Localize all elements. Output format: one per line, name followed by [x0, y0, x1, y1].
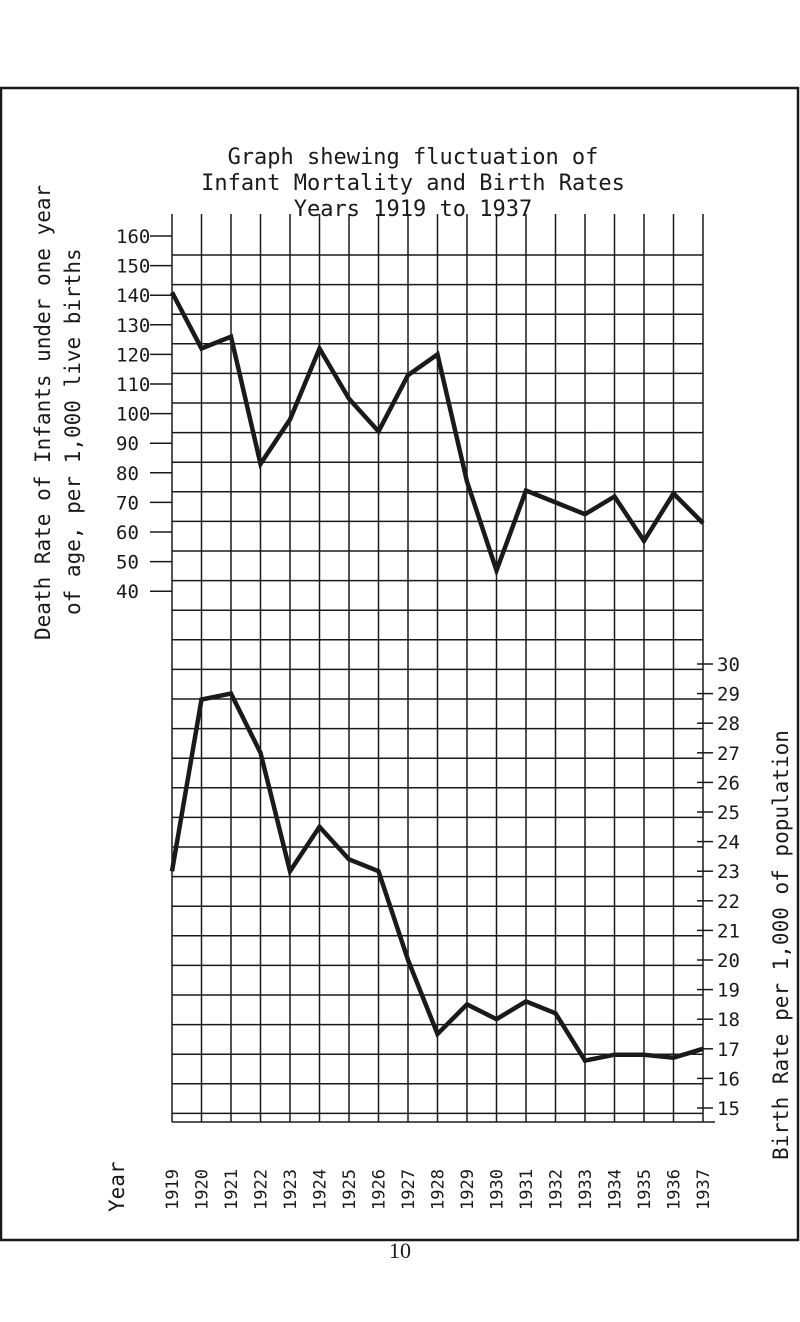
right-tick-label: 20: [717, 950, 740, 972]
right-tick-label: 21: [717, 920, 740, 942]
right-tick-label: 27: [717, 743, 740, 765]
left-axis-label-line-2: of age, per 1,000 live births: [61, 248, 85, 615]
right-tick-label: 29: [717, 684, 740, 706]
left-axis-label-line-1: Death Rate of Infants under one year: [31, 185, 55, 640]
left-tick-label: 140: [116, 285, 150, 307]
left-tick-label: 110: [116, 374, 150, 396]
left-tick-label: 50: [116, 552, 139, 574]
series-lines: [169, 291, 705, 1064]
x-tick-label: 1931: [517, 1169, 537, 1210]
x-tick-label: 1926: [370, 1169, 390, 1210]
right-tick-label: 23: [717, 861, 740, 883]
right-tick-label: 30: [717, 654, 740, 676]
left-tick-label: 60: [116, 522, 139, 544]
left-tick-label: 150: [116, 256, 150, 278]
chart-title-line-2: Infant Mortality and Birth Rates: [201, 171, 625, 196]
right-tick-label: 16: [717, 1068, 740, 1090]
page-number: 10: [389, 1238, 411, 1263]
left-tick-label: 100: [116, 404, 150, 426]
chart-title-line-1: Graph shewing fluctuation of: [228, 145, 599, 170]
right-axis-label: Birth Rate per 1,000 of population: [769, 730, 793, 1160]
right-tick-label: 15: [717, 1098, 740, 1120]
x-tick-label: 1924: [311, 1169, 331, 1210]
x-axis-label: Year: [105, 1161, 129, 1212]
left-tick-label: 160: [116, 226, 150, 248]
right-tick-label: 28: [717, 713, 740, 735]
right-tick-label: 26: [717, 772, 740, 794]
left-tick-label: 130: [116, 315, 150, 337]
left-tick-label: 80: [116, 463, 139, 485]
right-tick-label: 22: [717, 891, 740, 913]
birth-rate-line: [169, 691, 704, 1064]
x-tick-label: 1923: [281, 1169, 301, 1210]
x-tick-label: 1925: [340, 1169, 360, 1210]
left-tick-label: 70: [116, 492, 139, 514]
chart-title-line-3: Years 1919 to 1937: [294, 197, 532, 222]
right-tick-label: 19: [717, 980, 740, 1002]
right-tick-label: 24: [717, 832, 740, 854]
x-axis-ticks: 1919 1920 1921 1922 1923 1924 1925 1926 1927 1928…: [163, 1169, 714, 1210]
right-tick-label: 18: [717, 1009, 740, 1031]
x-tick-label: 1920: [193, 1169, 213, 1210]
x-tick-label: 1929: [458, 1169, 478, 1210]
x-tick-label: 1934: [606, 1169, 626, 1210]
left-axis-ticks: 160 150 140 130 120 110 100 90 80 70 60 50 40: [116, 226, 172, 603]
x-tick-label: 1933: [576, 1169, 596, 1210]
left-tick-label: 120: [116, 344, 150, 366]
right-tick-label: 17: [717, 1039, 740, 1061]
x-tick-label: 1935: [635, 1169, 655, 1210]
x-tick-label: 1930: [488, 1169, 508, 1210]
left-tick-label: 90: [116, 433, 139, 455]
x-tick-label: 1919: [163, 1169, 183, 1210]
x-tick-label: 1922: [252, 1169, 272, 1210]
infant-mortality-line: [170, 291, 705, 578]
outer-frame: [0, 86, 800, 1242]
x-tick-label: 1928: [429, 1169, 449, 1210]
right-axis-ticks: 30 29 28 27 26 25 24 23 22 21 20 19 18 17 16 15: [697, 654, 740, 1120]
x-tick-label: 1936: [665, 1169, 685, 1210]
left-tick-label: 40: [116, 581, 139, 603]
x-tick-label: 1921: [222, 1169, 242, 1210]
x-tick-label: 1927: [399, 1169, 419, 1210]
x-tick-label: 1932: [547, 1169, 567, 1210]
right-tick-label: 25: [717, 802, 740, 824]
grid: [171, 214, 715, 1123]
x-tick-label: 1937: [694, 1169, 714, 1210]
